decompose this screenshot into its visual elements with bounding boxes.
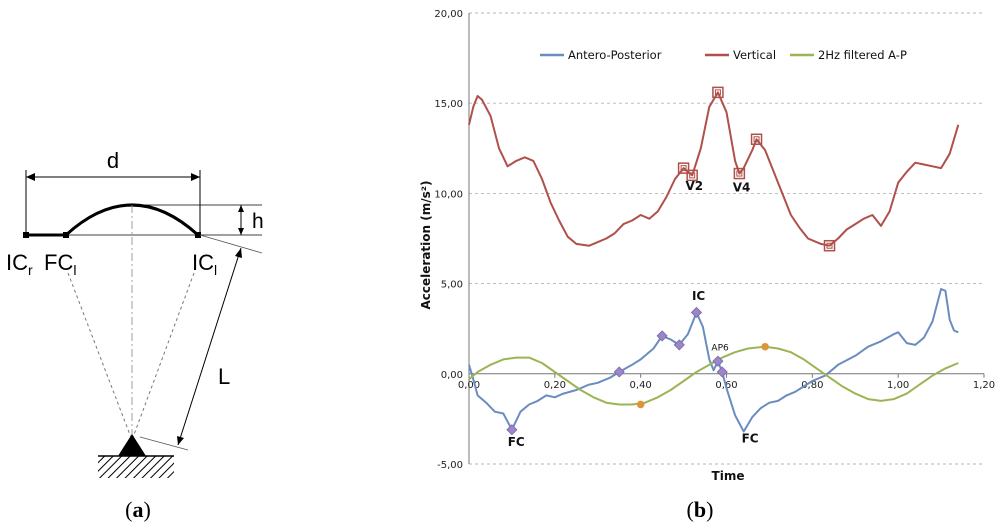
y-axis-title: Acceleration (m/s²) [419,181,433,310]
ic-l-label: ICl [192,250,217,278]
x-tick-label: 1,20 [973,380,995,391]
y-tick-label: 10,00 [434,189,463,200]
x-tick-label: 0,00 [458,380,480,391]
d-arrow-right [191,173,200,181]
ic-r-point [23,232,29,238]
vertical-event-marker [750,133,763,146]
vertical-event-marker-inner [680,165,687,172]
l-arrow-top [235,248,242,258]
marker-layer [506,86,836,436]
vertical-event-marker-inner [736,170,743,177]
fc-l-label: FCl [44,250,76,278]
y-tick-label: 0,00 [441,370,463,381]
l-label: L [218,364,230,389]
x-tick-label: 0,40 [630,380,652,391]
l-extension-bottom [139,436,189,451]
vertical-event-marker-inner [714,89,721,96]
annotation-v4: V4 [733,181,751,195]
h-arrow-bottom [238,228,244,235]
legend-label: 2Hz filtered A-P [818,48,907,62]
vertical-event-marker [733,167,746,180]
x-axis-title: Time [712,469,745,483]
annotation-v2: V2 [685,179,703,193]
fc-l-point [63,232,69,238]
panel-a-label: (a) [125,497,151,522]
annotation-fc: FC [742,431,759,445]
h-arrow-top [238,205,244,212]
legend: Antero-Posterior Vertical 2Hz filtered A-P [540,48,907,62]
annotation-ic: IC [692,289,705,303]
annotation-ap6: AP6 [711,343,729,353]
ic-l-point [195,232,201,238]
vertical-event-marker-inner [689,172,696,179]
pendulum-ray-left [67,272,133,441]
ic-r-label: ICr [6,250,33,278]
vertical-event-marker [712,86,724,99]
annotation-fc: FC [508,435,525,449]
ap-event-marker [613,366,625,378]
vertical-event-marker-inner [753,136,760,143]
grid-layer [469,12,984,465]
ap-event-marker [673,339,685,351]
d-arrow-left [26,173,35,181]
ground-hatching [98,456,174,478]
series-line-vertical [468,91,960,247]
series-line-2hz-filtered-a-p [468,345,959,406]
legend-label: Antero-Posterior [568,48,662,62]
vertical-event-marker-inner [826,242,833,249]
ap-event-marker [716,366,728,378]
x-tick-label: 0,80 [801,380,823,391]
ap-event-marker [712,355,724,367]
ap-event-marker [506,424,518,436]
pendulum-ray-right [131,272,195,441]
vertical-event-marker [686,169,698,182]
pivot-triangle [118,434,146,456]
ap-event-marker [690,306,703,319]
d-label: d [107,148,119,173]
filtered-event-marker [761,342,769,351]
y-tick-label: 5,00 [441,280,463,291]
x-tick-label: 1,00 [887,380,909,391]
legend-label: Vertical [733,48,776,62]
series-layer [468,91,960,433]
vertical-event-marker [677,162,690,174]
l-dimension-line [177,247,242,446]
panel-b-label: (b) [687,497,714,522]
filtered-event-marker [636,400,645,409]
vertical-event-marker [823,239,836,252]
y-tick-label: -5,00 [437,460,463,471]
axis-layer: -5,00 0,00 5,00 10,00 15,00 20,00 0,00 0,20 0,40… [434,9,995,471]
y-tick-label: 20,00 [434,9,463,20]
ap-event-marker [656,330,668,342]
l-arrow-bottom [177,436,184,445]
annotation-layer: FC IC AP6 FC V2 V4 [508,179,759,449]
series-line-antero-posterior [468,288,959,433]
l-extension-top [199,234,263,254]
y-tick-label: 15,00 [434,99,463,110]
x-tick-label: 0,20 [544,380,566,391]
h-label: h [252,210,264,233]
acceleration-chart: -5,00 0,00 5,00 10,00 15,00 20,00 0,00 0,20 0,40… [419,9,995,483]
pendulum-diagram: d h ICr FCl ICl L (a) [6,148,264,522]
